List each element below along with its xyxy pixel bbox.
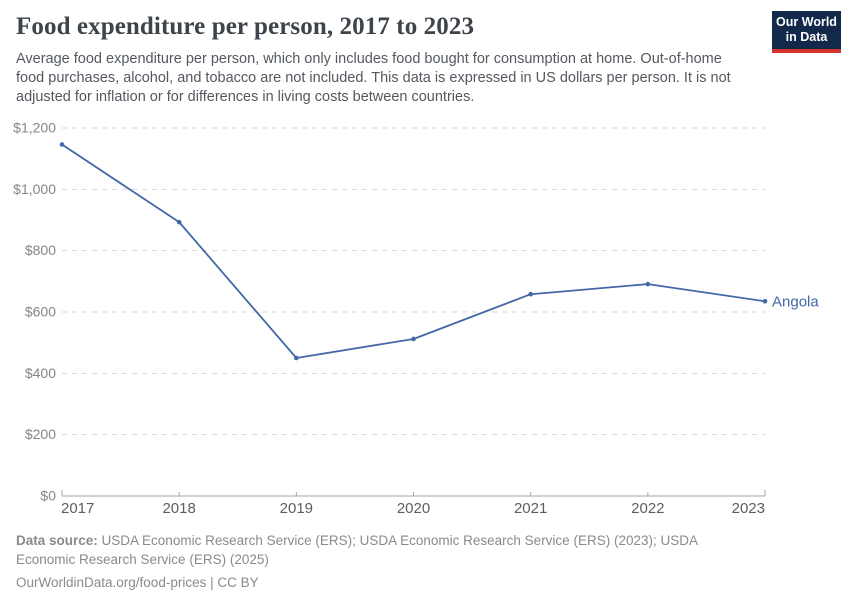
x-axis-tick-label: 2017: [61, 500, 94, 517]
series-end-label[interactable]: Angola: [772, 293, 819, 310]
owid-url-link[interactable]: OurWorldinData.org/food-prices: [16, 575, 207, 590]
owid-logo[interactable]: Our World in Data: [772, 11, 841, 53]
y-axis-tick-label: $200: [25, 426, 56, 442]
data-source-text: USDA Economic Research Service (ERS); US…: [16, 533, 698, 567]
y-axis-tick-label: $0: [40, 488, 56, 504]
x-axis-tick-label: 2019: [280, 500, 313, 517]
license-cc-by: CC BY: [217, 575, 259, 590]
x-axis-tick-label: 2018: [162, 500, 195, 517]
y-axis-tick-label: $1,200: [13, 120, 56, 136]
y-axis-tick-label: $1,000: [13, 181, 56, 197]
data-point-2018[interactable]: [176, 219, 182, 225]
data-point-2017[interactable]: [59, 142, 65, 147]
y-axis-tick-label: $400: [25, 365, 56, 381]
data-line-angola[interactable]: [61, 143, 766, 359]
data-source-line: Data source: USDA Economic Research Serv…: [16, 531, 756, 569]
data-point-2020[interactable]: [411, 336, 416, 342]
data-source-label: Data source:: [16, 533, 98, 548]
data-point-2022[interactable]: [645, 281, 651, 287]
x-axis-tick-label: 2022: [631, 500, 664, 517]
y-axis-tick-label: $800: [25, 242, 56, 258]
chart-footer: Data source: USDA Economic Research Serv…: [16, 531, 756, 592]
data-point-2023[interactable]: [762, 298, 768, 304]
chart-title: Food expenditure per person, 2017 to 202…: [16, 13, 475, 40]
data-point-2019[interactable]: [294, 355, 299, 361]
x-axis-tick-label: 2021: [514, 500, 547, 517]
license-separator: |: [206, 575, 218, 590]
license-line: OurWorldinData.org/food-prices | CC BY: [16, 573, 756, 592]
data-point-2021[interactable]: [528, 291, 533, 297]
owid-logo-line1: Our World: [776, 15, 837, 29]
y-axis-tick-label: $600: [25, 304, 56, 320]
x-axis-tick-label: 2023: [732, 500, 765, 517]
owid-logo-line2: in Data: [785, 30, 828, 44]
x-axis-tick-label: 2020: [397, 500, 430, 517]
chart-subtitle: Average food expenditure per person, whi…: [16, 51, 731, 105]
